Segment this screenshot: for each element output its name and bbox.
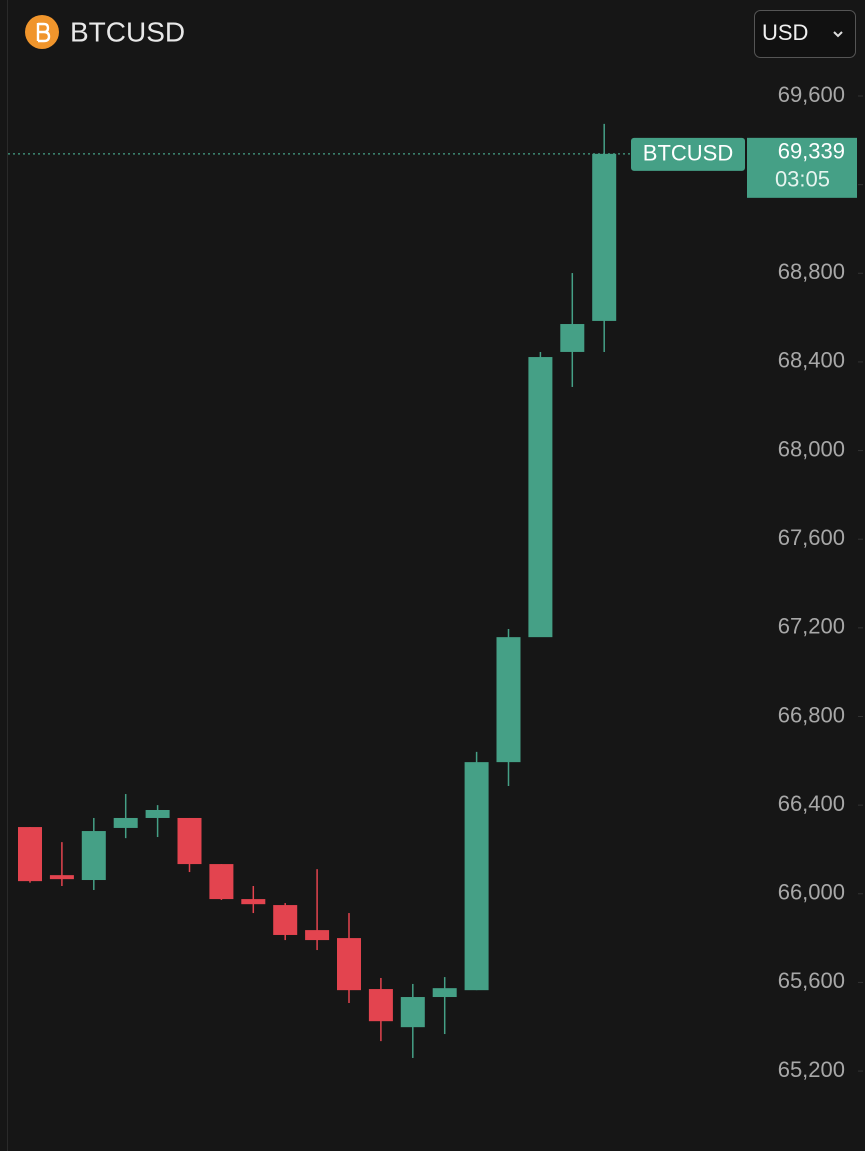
y-tick-label: 65,600 <box>778 968 845 993</box>
y-tick-label: 65,200 <box>778 1057 845 1082</box>
symbol-tag: BTCUSD <box>643 141 733 166</box>
y-tick-label: 67,600 <box>778 525 845 550</box>
candle-body <box>81 831 106 881</box>
symbol-tag-box <box>631 137 745 171</box>
chart-title: BTCUSD <box>70 16 185 47</box>
y-tick-label: 68,400 <box>778 348 845 373</box>
y-tick-label: 68,000 <box>778 436 845 461</box>
candle-body <box>18 827 42 882</box>
y-tick-label: 67,200 <box>778 614 845 639</box>
coin-glyph <box>36 22 51 43</box>
candle-body <box>305 930 330 941</box>
candle-body <box>241 899 266 905</box>
candle-body <box>113 817 138 828</box>
candle-body <box>49 875 74 880</box>
candle-body <box>273 905 298 935</box>
candle-body <box>337 938 361 991</box>
y-tick-label: 68,800 <box>778 259 845 284</box>
y-tick-label: 66,000 <box>778 880 845 905</box>
y-tick-label: 66,400 <box>778 791 845 816</box>
candle-body <box>464 762 489 991</box>
candle-body <box>496 637 521 763</box>
candle-body <box>400 997 425 1028</box>
candle-body <box>432 988 457 998</box>
candle-body <box>177 817 202 865</box>
currency-select[interactable] <box>754 10 856 58</box>
price-tag-box <box>747 137 857 198</box>
candle-body <box>560 324 585 352</box>
currency-label[interactable]: USD <box>762 20 808 45</box>
candle-body <box>145 809 170 818</box>
candle-body <box>528 357 553 638</box>
price-tag: 69,339 <box>778 139 845 164</box>
candle-body <box>368 989 393 1022</box>
y-tick-label: 69,600 <box>778 82 845 107</box>
candle-body <box>592 153 617 321</box>
countdown: 03:05 <box>775 167 830 192</box>
candle-body <box>209 864 234 900</box>
y-tick-label: 66,800 <box>778 702 845 727</box>
dropdown-chevron[interactable] <box>833 31 843 38</box>
